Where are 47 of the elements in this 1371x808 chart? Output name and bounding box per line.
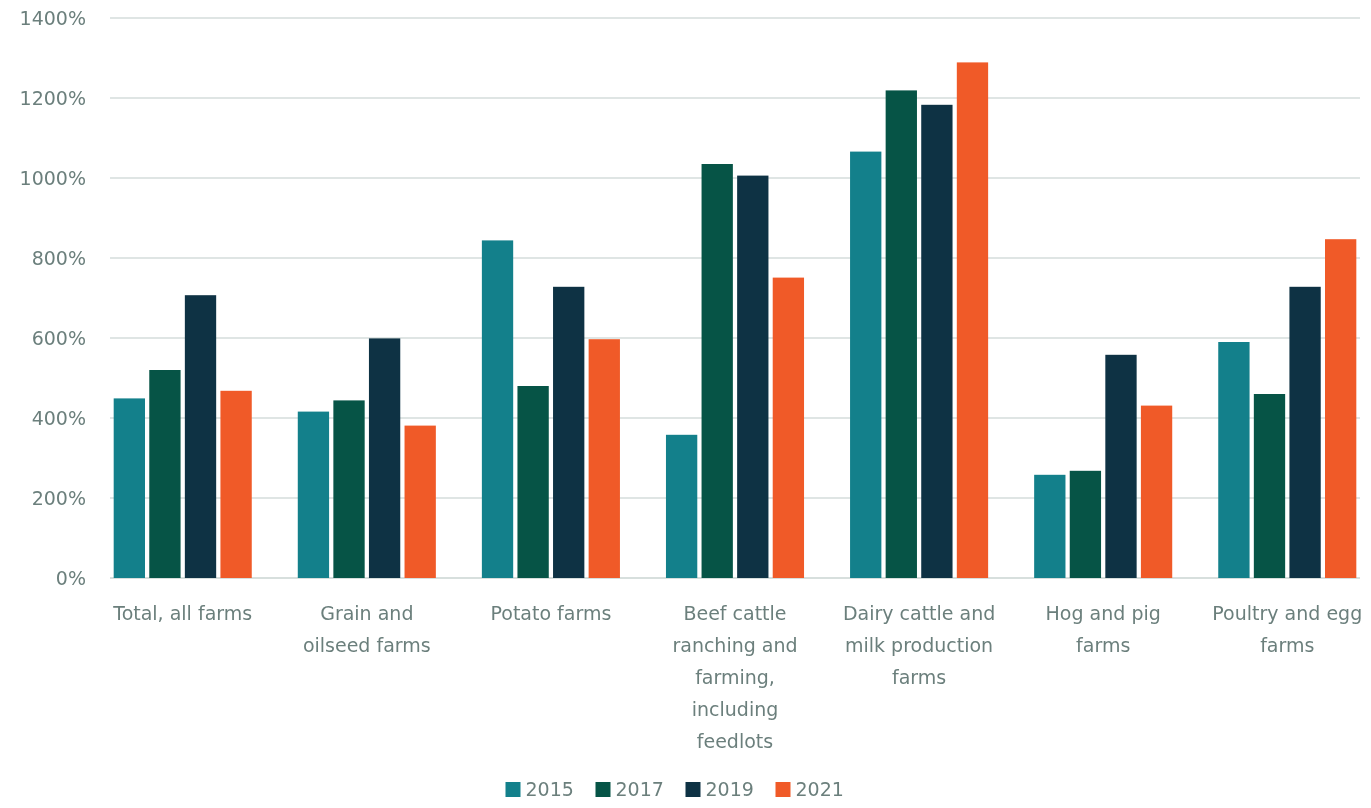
bar: [588, 339, 620, 578]
bar: [1218, 342, 1250, 578]
bar: [921, 104, 953, 578]
bar: [772, 277, 805, 578]
y-tick-label: 800%: [31, 246, 86, 269]
legend-label: 2021: [795, 778, 844, 800]
bar: [1105, 354, 1137, 578]
bar: [333, 400, 365, 578]
bar: [553, 286, 585, 578]
bar: [113, 398, 145, 578]
bar: [1069, 470, 1102, 578]
bar: [737, 175, 769, 578]
x-tick-label: Grain and oilseed farms: [302, 602, 431, 656]
x-tick-label: Dairy cattle and milk production farms: [842, 602, 996, 688]
legend-label: 2019: [705, 778, 754, 800]
bar: [297, 411, 330, 578]
bar: [368, 338, 401, 578]
bar: [850, 151, 882, 578]
bar: [885, 90, 917, 578]
y-tick-label: 1200%: [19, 86, 86, 109]
bar: [481, 240, 514, 578]
x-tick-label: Total, all farms: [112, 602, 253, 624]
y-tick-label: 600%: [31, 326, 86, 349]
bar: [956, 62, 989, 578]
bar: [1140, 405, 1173, 578]
x-tick-label: Beef cattle ranching and farming, including feedlots: [672, 602, 798, 752]
bar: [517, 386, 549, 578]
legend-label: 2017: [615, 778, 664, 800]
bar: [1253, 394, 1286, 578]
y-tick-label: 1400%: [19, 6, 86, 29]
bar: [1289, 286, 1321, 578]
y-tick-label: 1000%: [19, 166, 86, 189]
y-tick-label: 0%: [55, 566, 86, 589]
legend-label: 2015: [525, 778, 574, 800]
bar: [404, 425, 436, 578]
x-tick-label: Poultry and egg farms: [1212, 602, 1363, 656]
bar: [665, 434, 698, 578]
y-tick-label: 200%: [31, 486, 86, 509]
bar: [1034, 474, 1066, 578]
bar: [149, 370, 181, 578]
y-tick-label: 400%: [31, 406, 86, 429]
bar: [1325, 239, 1357, 578]
bar: [701, 164, 733, 578]
bar: [220, 390, 252, 578]
bar: [184, 295, 217, 578]
x-tick-label: Potato farms: [490, 602, 612, 624]
x-tick-label: Hog and pig farms: [1045, 602, 1161, 656]
